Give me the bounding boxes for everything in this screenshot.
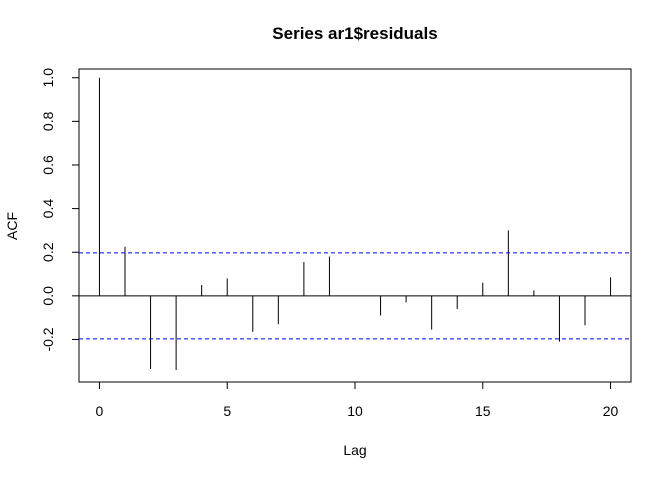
y-axis: -0.2 0.0 0.2 0.4 0.6 0.8 1.0 (40, 68, 80, 352)
x-tick-label: 15 (475, 403, 491, 419)
y-tick-label: 0.2 (40, 242, 56, 262)
y-tick-label: 1.0 (40, 68, 56, 88)
chart-title: Series ar1$residuals (272, 24, 437, 43)
acf-spikes (79, 77, 631, 371)
y-tick-label: 0.8 (40, 111, 56, 131)
x-axis: 0 5 10 15 20 (96, 381, 619, 419)
y-axis-label: ACF (4, 212, 20, 240)
x-tick-label: 0 (96, 403, 104, 419)
y-tick-label: -0.2 (40, 327, 56, 351)
confidence-bounds (79, 252, 631, 340)
x-tick-label: 10 (347, 403, 363, 419)
y-tick-label: 0.6 (40, 155, 56, 175)
x-axis-label: Lag (343, 442, 366, 458)
x-tick-label: 5 (223, 403, 231, 419)
x-tick-label: 20 (603, 403, 619, 419)
y-tick-label: 0.4 (40, 199, 56, 219)
y-tick-label: 0.0 (40, 286, 56, 306)
plot-frame (78, 68, 632, 383)
